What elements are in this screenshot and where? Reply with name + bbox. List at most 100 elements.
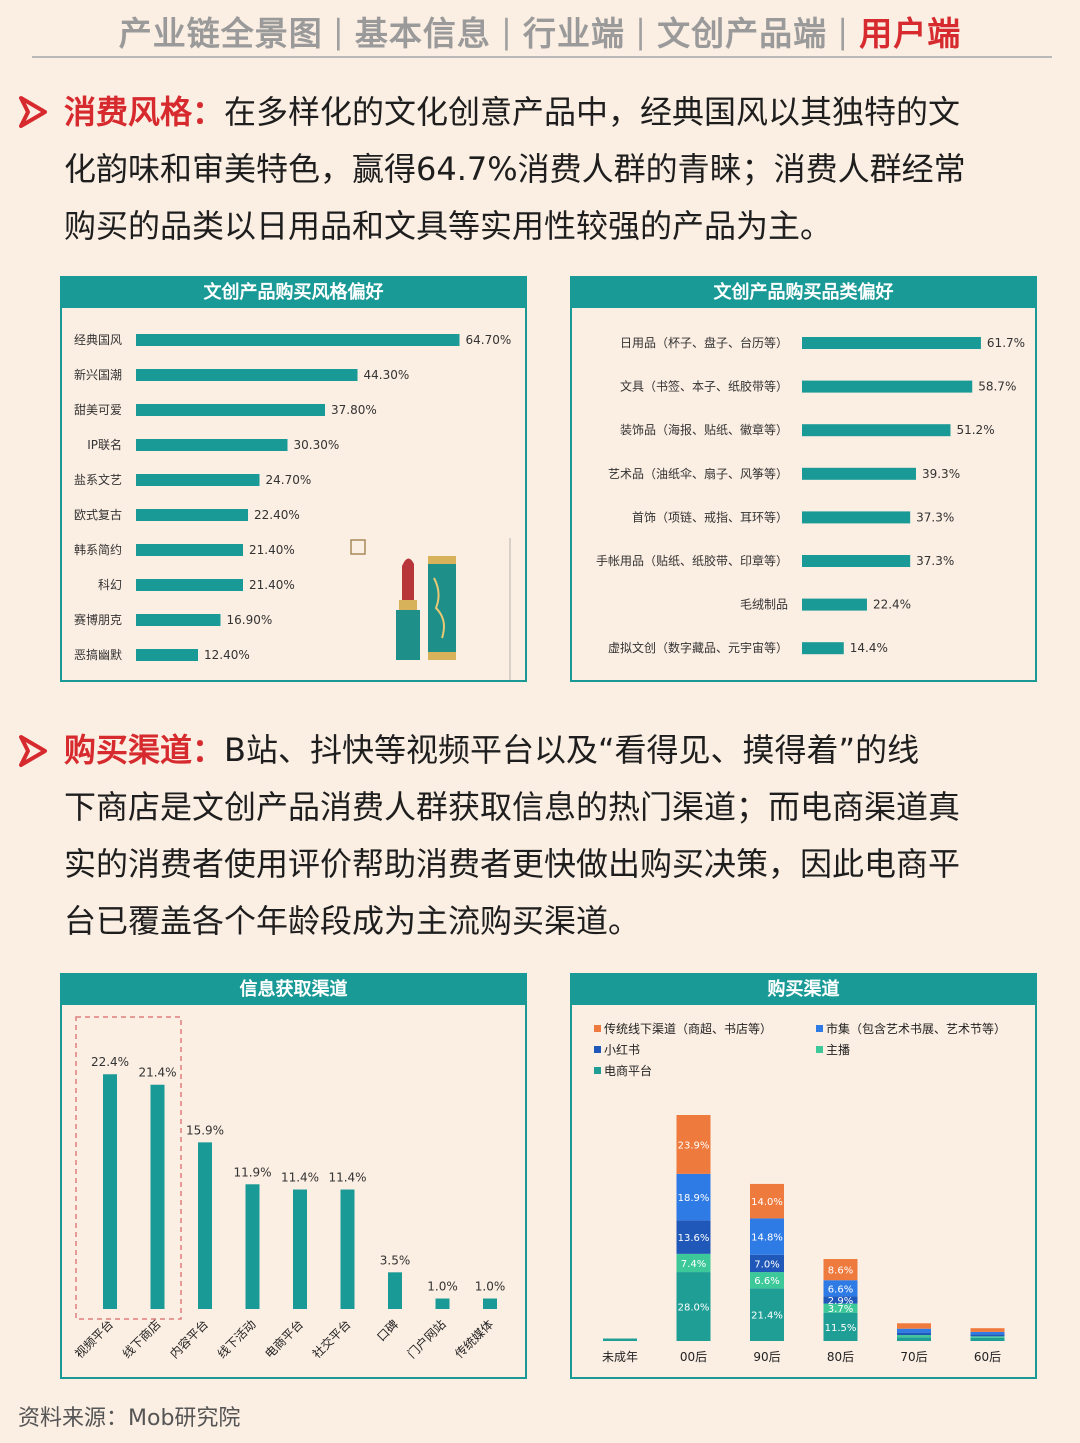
bar-segment bbox=[970, 1337, 1005, 1341]
legend-swatch bbox=[594, 1046, 601, 1053]
lipstick-pattern bbox=[433, 577, 445, 639]
segment-value-label: 6.6% bbox=[754, 1276, 779, 1287]
legend-label: 电商平台 bbox=[604, 1063, 652, 1078]
lipstick-bullet bbox=[402, 558, 414, 600]
segment-value-label: 23.9% bbox=[678, 1140, 710, 1151]
category-label: 新兴国潮 bbox=[74, 367, 122, 382]
value-label: 64.70% bbox=[466, 333, 512, 347]
category-label: 日用品（杯子、盘子、台历等） bbox=[620, 335, 788, 350]
value-label: 22.4% bbox=[91, 1055, 129, 1069]
segment-value-label: 2.9% bbox=[828, 1296, 853, 1307]
category-label: 80后 bbox=[827, 1350, 854, 1364]
category-label: 00后 bbox=[680, 1350, 707, 1364]
category-label: 口碑 bbox=[374, 1317, 402, 1345]
nav-item-industry-chain[interactable]: 产业链全景图 bbox=[118, 14, 323, 53]
category-label: 毛绒制品 bbox=[740, 598, 788, 612]
bar bbox=[136, 369, 358, 381]
segment-value-label: 8.6% bbox=[828, 1266, 853, 1277]
bar bbox=[340, 1189, 355, 1309]
arrow-bullet-icon bbox=[19, 735, 47, 767]
category-label: 社交平台 bbox=[309, 1317, 354, 1362]
value-label: 16.90% bbox=[227, 613, 273, 627]
value-label: 11.9% bbox=[233, 1165, 271, 1179]
segment-value-label: 14.8% bbox=[751, 1233, 783, 1244]
value-label: 58.7% bbox=[978, 380, 1016, 394]
segment-value-label: 11.5% bbox=[825, 1323, 857, 1334]
value-label: 39.3% bbox=[922, 467, 960, 481]
category-label: 艺术品（油纸伞、扇子、风筝等） bbox=[608, 466, 788, 481]
segment-value-label: 6.6% bbox=[828, 1284, 853, 1295]
bar bbox=[136, 544, 243, 556]
purchase-channel-paragraph: 购买渠道：B站、抖快等视频平台以及“看得见、摸得着”的线 下商店是文创产品消费人… bbox=[64, 722, 1049, 950]
paragraph-line: B站、抖快等视频平台以及“看得见、摸得着”的线 bbox=[224, 731, 920, 769]
category-label: 赛博朋克 bbox=[74, 612, 122, 627]
bar-segment bbox=[676, 1272, 711, 1341]
bar bbox=[802, 555, 911, 567]
chart-title: 文创产品购买品类偏好 bbox=[572, 278, 1035, 308]
info-channel-chart: 22.4% 视频平台 21.4% 线下商店 15.9% 内容平台 11.9% 线下活动 11.4… bbox=[72, 1016, 505, 1362]
category-label: 甜美可爱 bbox=[74, 403, 122, 417]
nav-separator: | bbox=[635, 11, 648, 51]
value-label: 14.4% bbox=[850, 641, 888, 655]
bar bbox=[103, 1074, 117, 1309]
value-label: 37.80% bbox=[331, 403, 377, 417]
value-label: 12.40% bbox=[204, 648, 250, 662]
category-label: 90后 bbox=[753, 1350, 780, 1364]
segment-value-label: 28.0% bbox=[678, 1303, 710, 1314]
bar bbox=[802, 598, 867, 611]
bar-segment bbox=[897, 1335, 931, 1338]
value-label: 37.3% bbox=[916, 554, 954, 568]
section-nav: 产业链全景图 | 基本信息 | 行业端 | 文创产品端 | 用户端 bbox=[0, 8, 1080, 54]
legend-label: 传统线下渠道（商超、书店等） bbox=[604, 1021, 772, 1036]
bar bbox=[136, 509, 248, 521]
nav-item-product-side[interactable]: 文创产品端 bbox=[657, 14, 828, 53]
bar bbox=[136, 334, 460, 346]
paragraph-line: 实的消费者使用评价帮助消费者更快做出购买决策，因此电商平 bbox=[64, 845, 961, 883]
bar-segment bbox=[823, 1259, 858, 1281]
category-label: 科幻 bbox=[98, 578, 122, 592]
lipstick-product-image bbox=[350, 538, 511, 680]
value-label: 21.40% bbox=[249, 543, 295, 557]
nav-item-basic-info[interactable]: 基本信息 bbox=[354, 14, 491, 53]
value-label: 51.2% bbox=[956, 423, 994, 437]
bar bbox=[802, 467, 916, 480]
legend-swatch bbox=[816, 1046, 823, 1053]
paragraph-line: 台已覆盖各个年龄段成为主流购买渠道。 bbox=[64, 902, 641, 940]
category-label: 60后 bbox=[974, 1350, 1001, 1364]
lipstick-cap-trim bbox=[428, 652, 456, 660]
category-label: 门户网站 bbox=[404, 1317, 449, 1362]
bar bbox=[136, 649, 198, 661]
nav-item-industry-side[interactable]: 行业端 bbox=[523, 14, 625, 53]
nav-separator: | bbox=[500, 11, 513, 51]
purchase-channel-panel: 购买渠道 传统线下渠道（商超、书店等） 市集（包含艺术书展、艺术节等） 小红书 主播电… bbox=[570, 973, 1037, 1379]
legend-label: 市集（包含艺术书展、艺术节等） bbox=[826, 1021, 1006, 1036]
paragraph-line: 下商店是文创产品消费人群获取信息的热门渠道；而电商渠道真 bbox=[64, 788, 961, 826]
bar-segment bbox=[897, 1323, 931, 1329]
category-label: 内容平台 bbox=[167, 1317, 212, 1362]
bar-segment bbox=[823, 1296, 858, 1304]
style-preference-chart: 经典国风 64.70% 新兴国潮 44.30% 甜美可爱 37.80% IP联名 30.30%… bbox=[74, 333, 512, 680]
paragraph-line: 购买的品类以日用品和文具等实用性较强的产品为主。 bbox=[64, 207, 833, 245]
info-channel-panel: 信息获取渠道 22.4% 视频平台 21.4% 线下商店 15.9% 内容平台 11.9% 线… bbox=[60, 973, 527, 1379]
category-label: 虚拟文创（数字藏品、元宇宙等） bbox=[608, 640, 788, 655]
chart-title: 文创产品购买风格偏好 bbox=[62, 278, 525, 308]
consumption-style-paragraph: 消费风格：在多样化的文化创意产品中，经典国风以其独特的文 化韵味和审美特色，赢得… bbox=[64, 84, 1049, 255]
bar bbox=[802, 424, 951, 437]
bar-segment bbox=[970, 1331, 1005, 1335]
lipstick-cap-trim bbox=[428, 556, 456, 564]
category-label: 经典国风 bbox=[74, 333, 122, 347]
nav-separator: | bbox=[332, 11, 345, 51]
bar bbox=[136, 439, 288, 451]
bar bbox=[198, 1142, 212, 1309]
nav-item-user-side[interactable]: 用户端 bbox=[859, 14, 962, 53]
purchase-channel-chart: 传统线下渠道（商超、书店等） 市集（包含艺术书展、艺术节等） 小红书 主播电商平台未成… bbox=[594, 1021, 1006, 1364]
category-preference-chart: 日用品（杯子、盘子、台历等） 61.7% 文具（书签、本子、纸胶带等） 58.7% 装饰… bbox=[596, 335, 1025, 655]
legend-swatch bbox=[816, 1025, 823, 1032]
bar-segment bbox=[676, 1253, 711, 1273]
bar-segment bbox=[750, 1288, 784, 1341]
arrow-bullet-icon bbox=[19, 96, 47, 128]
bar-segment bbox=[750, 1272, 784, 1289]
bar-segment bbox=[970, 1334, 1005, 1337]
bar-segment bbox=[603, 1338, 637, 1341]
value-label: 3.5% bbox=[380, 1253, 411, 1267]
